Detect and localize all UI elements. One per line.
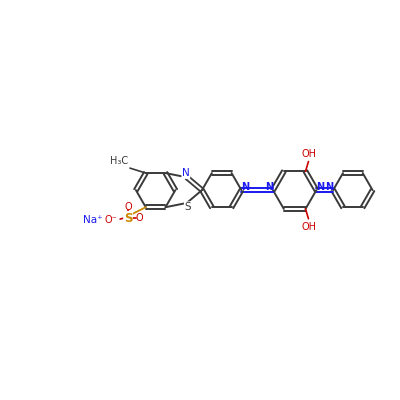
Text: H₃C: H₃C	[110, 156, 128, 166]
Text: S: S	[184, 202, 191, 212]
Text: OH: OH	[302, 148, 317, 158]
Text: N: N	[316, 182, 324, 192]
Text: N: N	[325, 182, 333, 192]
Text: O⁻: O⁻	[104, 215, 117, 225]
Text: Na⁺: Na⁺	[83, 215, 102, 225]
Text: S: S	[124, 212, 132, 224]
Text: O: O	[135, 213, 143, 223]
Text: N: N	[182, 168, 190, 178]
Text: OH: OH	[302, 222, 317, 232]
Text: O: O	[124, 202, 132, 212]
Text: N: N	[265, 182, 273, 192]
Text: N: N	[241, 182, 250, 192]
